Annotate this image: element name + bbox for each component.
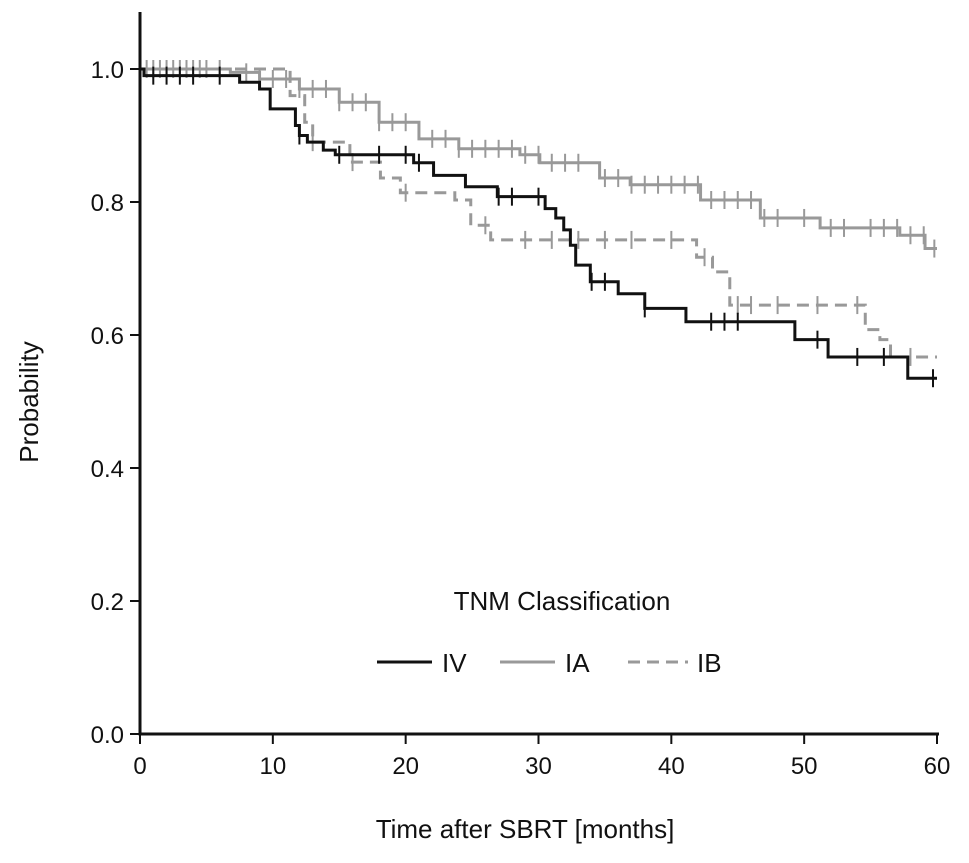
series-iv [140,66,937,388]
y-tick-label: 1.0 [91,57,124,84]
x-tick-label: 60 [924,753,951,780]
legend-label-ib: IB [697,648,722,678]
survival-curve-iv [140,67,937,380]
y-tick-label: 0.2 [91,589,124,616]
x-tick-label: 0 [133,753,146,780]
y-tick-label: 0.8 [91,190,124,217]
legend-title: TNM Classification [454,586,671,616]
y-tick-label: 0.6 [91,323,124,350]
x-tick-label: 30 [525,753,552,780]
y-tick-label: 0.4 [91,456,124,483]
x-tick-label: 20 [392,753,419,780]
x-tick-label: 50 [791,753,818,780]
x-axis-label: Time after SBRT [months] [376,814,675,844]
legend-label-ia: IA [565,648,590,678]
x-tick-label: 10 [259,753,286,780]
legend: TNM Classification IV IA IB [377,586,722,678]
y-axis-label: Probability [14,341,44,462]
series-ib [140,67,937,366]
curves [140,60,937,388]
axes: 0 10 20 30 40 50 60 0.0 0.2 0.4 0.6 0.8 1.0 [91,12,951,780]
y-tick-label: 0.0 [91,722,124,749]
x-tick-label: 40 [658,753,685,780]
survival-curve-ib [140,67,937,359]
legend-label-iv: IV [442,648,467,678]
